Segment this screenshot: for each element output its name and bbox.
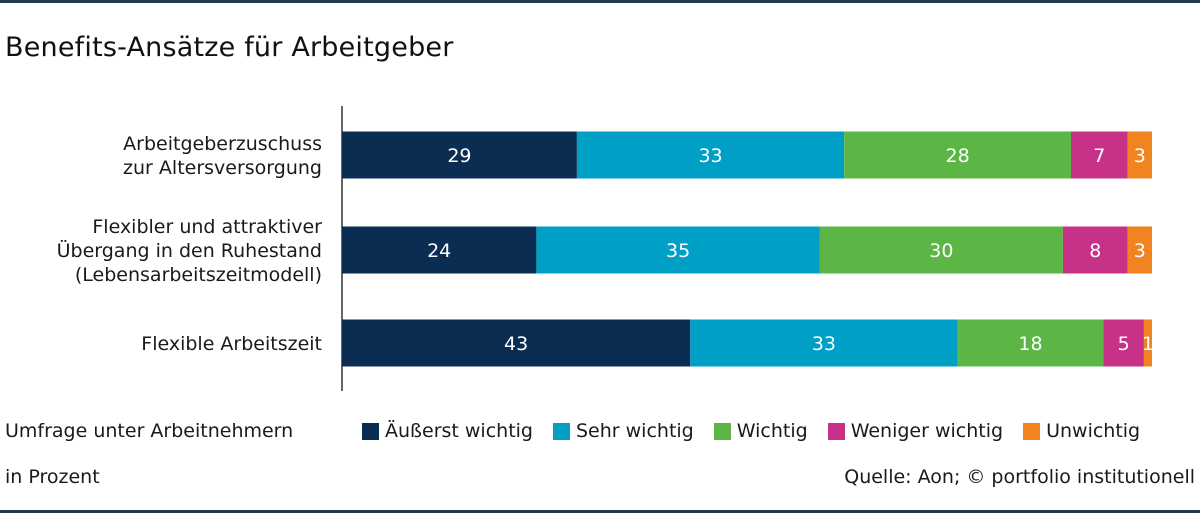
category-label: Arbeitgeberzuschuss bbox=[123, 133, 322, 155]
legend-label: Sehr wichtig bbox=[576, 420, 694, 442]
bar-segment bbox=[819, 226, 1063, 274]
category-label: (Lebensarbeitszeitmodell) bbox=[75, 264, 322, 286]
bar-segment bbox=[1103, 319, 1144, 367]
legend-swatch bbox=[827, 422, 845, 440]
legend-item: Sehr wichtig bbox=[553, 420, 694, 442]
data-label: 35 bbox=[666, 240, 690, 262]
bar-segment bbox=[576, 131, 845, 179]
category-label: Übergang in den Ruhestand bbox=[57, 239, 322, 262]
unit-note: in Prozent bbox=[5, 466, 100, 488]
legend-item: Äußerst wichtig bbox=[362, 420, 533, 442]
bar-segment bbox=[342, 319, 691, 367]
legend-item: Weniger wichtig bbox=[827, 420, 1004, 442]
bar-segment bbox=[1143, 319, 1152, 367]
data-label: 29 bbox=[447, 145, 471, 167]
bar-segment bbox=[844, 131, 1071, 179]
bar-segment bbox=[1127, 131, 1152, 179]
bar-segment bbox=[690, 319, 958, 367]
bar-segment bbox=[1062, 226, 1128, 274]
legend-label: Äußerst wichtig bbox=[385, 420, 533, 442]
category-label: zur Altersversorgung bbox=[123, 157, 322, 179]
legend-swatch bbox=[553, 422, 570, 440]
bar-segment bbox=[342, 131, 577, 179]
chart-legend: Äußerst wichtig Sehr wichtig Wichtig Wenige… bbox=[362, 420, 1140, 442]
data-label: 33 bbox=[812, 333, 836, 355]
bar-segment bbox=[1071, 131, 1128, 179]
bar-segment bbox=[342, 226, 537, 274]
data-label: 3 bbox=[1134, 240, 1146, 262]
legend-swatch bbox=[713, 422, 731, 440]
survey-note: Umfrage unter Arbeitnehmern bbox=[5, 420, 294, 442]
data-label: 8 bbox=[1089, 240, 1101, 262]
legend-swatch bbox=[1023, 422, 1041, 440]
legend-item: Wichtig bbox=[713, 420, 808, 442]
data-label: 33 bbox=[698, 145, 722, 167]
category-label: Flexibler und attraktiver bbox=[92, 216, 322, 238]
data-label: 24 bbox=[427, 240, 451, 262]
legend-label: Weniger wichtig bbox=[850, 420, 1004, 442]
legend-label: Unwichtig bbox=[1046, 420, 1141, 442]
data-label: 30 bbox=[929, 240, 953, 262]
bar-segment bbox=[536, 226, 820, 274]
data-label: 7 bbox=[1093, 145, 1105, 167]
data-label: 43 bbox=[504, 333, 528, 355]
data-label: 3 bbox=[1134, 145, 1146, 167]
bottom-rule bbox=[0, 510, 1200, 513]
bar-segment bbox=[1127, 226, 1152, 274]
bar-segment bbox=[957, 319, 1104, 367]
category-label: Flexible Arbeitszeit bbox=[141, 333, 322, 355]
legend-item: Unwichtig bbox=[1023, 420, 1140, 442]
top-rule bbox=[0, 0, 1200, 3]
data-label: 1 bbox=[1142, 333, 1154, 355]
data-label: 18 bbox=[1018, 333, 1042, 355]
legend-swatch bbox=[362, 422, 379, 440]
chart-title: Benefits-Ansätze für Arbeitgeber bbox=[5, 32, 454, 63]
source-note: Quelle: Aon; © portfolio institutionell bbox=[844, 466, 1195, 488]
data-label: 5 bbox=[1118, 333, 1130, 355]
legend-label: Wichtig bbox=[736, 420, 808, 442]
data-label: 28 bbox=[946, 145, 970, 167]
